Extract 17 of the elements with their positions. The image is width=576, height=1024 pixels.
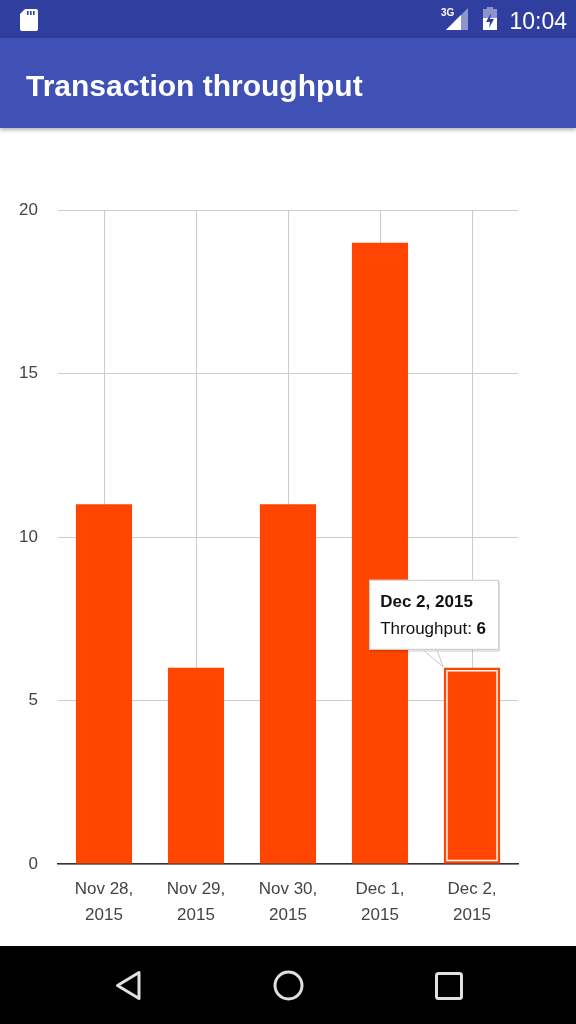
y-tick-label: 20: [19, 199, 38, 219]
y-tick-label: 5: [28, 690, 38, 710]
x-tick-label: Nov 29, 2015: [166, 878, 226, 925]
chart-title: Transaction throughput: [26, 68, 363, 104]
x-tick-label: Nov 28, 2015: [74, 878, 134, 925]
text: 10:04: [509, 8, 567, 34]
bar: [167, 667, 225, 864]
x-tick-label: Dec 1, 2015: [355, 878, 405, 925]
bar: [75, 504, 133, 864]
annotation: Dec 2, 2015 Throughput: 6: [380, 591, 487, 638]
y-tick-label: 10: [19, 526, 38, 546]
y-tick-label: 0: [28, 853, 38, 873]
text: 3G: [441, 7, 455, 18]
bar: [259, 504, 317, 864]
y-tick-label: 15: [19, 363, 38, 383]
x-tick-label: Dec 2, 2015: [447, 878, 497, 925]
x-tick-label: Nov 30, 2015: [258, 878, 318, 925]
